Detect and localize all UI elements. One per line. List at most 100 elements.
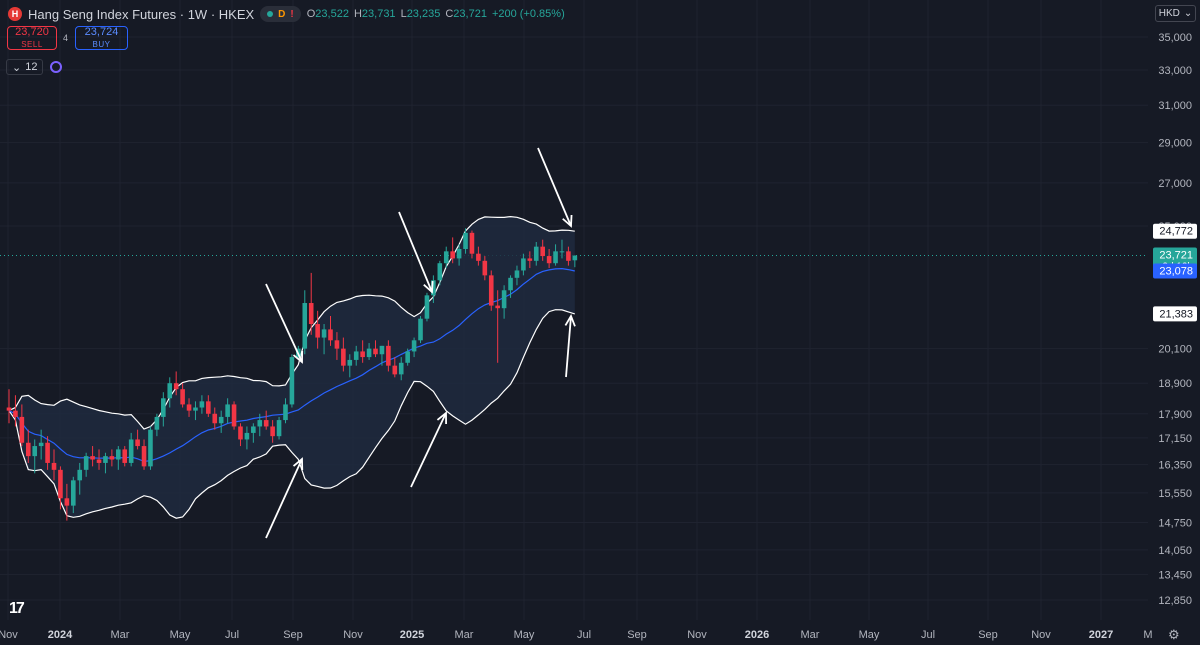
candle-body	[418, 318, 423, 341]
y-tick-label: 29,000	[1158, 138, 1192, 150]
x-tick-label: Mar	[801, 629, 820, 641]
y-tick-label: 33,000	[1158, 65, 1192, 77]
candle-body	[161, 398, 166, 417]
candle-body	[514, 270, 520, 278]
y-tick-label: 35,000	[1158, 32, 1192, 44]
candle-body	[135, 439, 140, 447]
candle-body	[116, 449, 121, 460]
y-tick-label: 18,900	[1158, 378, 1192, 390]
candle-body	[276, 420, 282, 437]
sync-icon[interactable]	[49, 60, 63, 74]
candle-body	[90, 456, 95, 460]
buy-price: 23,724	[84, 25, 119, 38]
tradingview-logo-icon[interactable]: 17	[9, 600, 25, 617]
y-tick-label: 13,450	[1158, 569, 1192, 581]
ohlc-low: L23,235	[400, 8, 441, 20]
y-tick-label: 17,150	[1158, 433, 1192, 445]
price-label-lower: 21,383	[1153, 306, 1197, 322]
sell-button[interactable]: 23,720 SELL	[7, 26, 57, 50]
candle-body	[476, 253, 481, 261]
indicator-toggle[interactable]: ⌄ 12	[6, 59, 44, 75]
candle-body	[251, 426, 256, 433]
ohlc-open: O23,522	[306, 8, 349, 20]
candle-body	[533, 246, 539, 261]
price-label-text: 23,078	[1159, 266, 1193, 278]
exchange-logo-icon: H	[8, 7, 22, 21]
candle-body	[238, 426, 243, 440]
x-tick-label: Jul	[921, 629, 935, 641]
x-tick-label: May	[514, 629, 535, 641]
currency-select[interactable]: HKD ⌄	[1155, 5, 1196, 22]
candle-body	[321, 329, 327, 338]
candle-body	[263, 420, 269, 427]
candle-body	[302, 303, 308, 349]
candle-body	[193, 407, 198, 411]
chart-header: H Hang Seng Index Futures · 1W · HKEX D …	[8, 5, 565, 23]
candle-body	[167, 383, 173, 399]
ohlc-change: +200 (+0.85%)	[491, 8, 565, 20]
candle-body	[96, 459, 102, 463]
candle-body	[540, 246, 545, 257]
sell-label: SELL	[21, 39, 43, 49]
candle-body	[109, 456, 115, 460]
candle-body	[148, 429, 153, 467]
candle-body	[141, 446, 147, 467]
candle-body	[32, 446, 38, 457]
candle-body	[154, 416, 160, 430]
x-tick-label: Nov	[0, 629, 18, 641]
candle-body	[398, 362, 404, 375]
indicator-count: 12	[25, 61, 38, 73]
currency-label: HKD	[1158, 8, 1180, 19]
candle-body	[379, 345, 385, 355]
candle-body	[13, 410, 18, 417]
candle-body	[45, 442, 50, 463]
y-tick-label: 27,000	[1158, 178, 1192, 190]
candle-body	[347, 359, 353, 366]
candle-body	[257, 420, 263, 427]
annotation-arrow	[410, 411, 447, 488]
annotation-arrow	[265, 457, 304, 539]
candle-body	[58, 469, 63, 499]
candle-body	[437, 263, 443, 281]
candle-body	[463, 232, 468, 249]
x-tick-label: Mar	[455, 629, 474, 641]
candle-body	[289, 357, 295, 405]
candle-body	[488, 275, 494, 306]
candle-body	[103, 456, 108, 463]
chevron-down-icon: ⌄	[12, 61, 22, 74]
candle-body	[572, 255, 578, 261]
x-tick-label: 2024	[48, 629, 73, 641]
candle-body	[83, 456, 89, 470]
x-tick-label: Jul	[577, 629, 591, 641]
candle-body	[521, 258, 526, 271]
candle-body	[495, 305, 500, 309]
delayed-badge: D	[278, 8, 286, 20]
candle-body	[315, 324, 320, 338]
candle-body	[122, 449, 128, 463]
buy-button[interactable]: 23,724 BUY	[75, 26, 128, 50]
gear-icon[interactable]: ⚙	[1168, 627, 1180, 642]
spread-value: 4	[63, 33, 69, 43]
candle-body	[431, 280, 436, 296]
x-tick-label: Nov	[1031, 629, 1051, 641]
time-axis[interactable]: Nov 2024 Mar May Jul Sep Nov 2025 Mar May Jul Sep No…	[0, 629, 1153, 641]
y-tick-label: 14,050	[1158, 545, 1192, 557]
annotation-arrow	[564, 313, 576, 378]
y-tick-label: 31,000	[1158, 100, 1192, 112]
candle-body	[424, 295, 430, 319]
price-label-text: 21,383	[1159, 308, 1193, 320]
ohlc-high: H23,731	[353, 8, 396, 20]
candle-body	[360, 351, 365, 358]
price-axis[interactable]: 35,00033,00031,00029,00027,00025,00020,1…	[1158, 32, 1192, 607]
candle-body	[456, 248, 462, 259]
candle-body	[405, 351, 410, 363]
candle-body	[218, 416, 224, 424]
x-tick-label: 2025	[400, 629, 424, 641]
candle-body	[482, 260, 488, 276]
symbol-title[interactable]: Hang Seng Index Futures · 1W · HKEX	[28, 6, 255, 22]
status-pill[interactable]: D !	[260, 6, 301, 22]
candle-body	[469, 232, 475, 254]
annotation-arrow	[537, 147, 573, 228]
price-label-text: 23,721	[1159, 250, 1193, 262]
